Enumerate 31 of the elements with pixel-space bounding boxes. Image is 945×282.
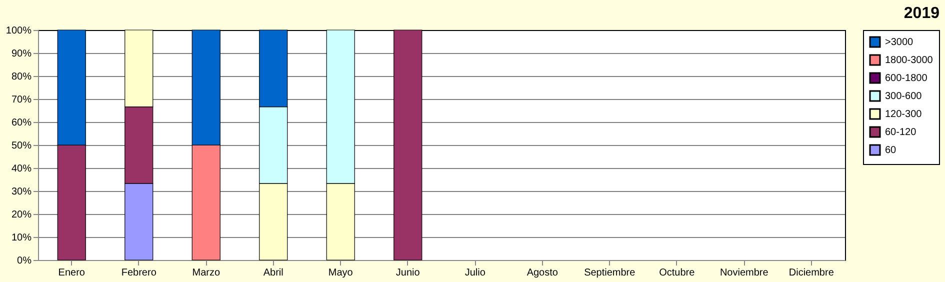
y-tick-label: 100%	[6, 26, 32, 36]
y-tick-label: 40%	[11, 164, 32, 174]
y-tick-label: 80%	[11, 72, 32, 82]
x-tick-label: Mayo	[328, 268, 354, 278]
legend-label: 120-300	[885, 109, 922, 120]
x-tick-label: Julio	[464, 268, 486, 278]
y-tick-label: 60%	[11, 118, 32, 128]
y-tick-label: 50%	[11, 140, 32, 152]
x-tick-label: Septiembre	[584, 268, 636, 278]
x-tick-label: Junio	[396, 268, 420, 278]
legend-label: 300-600	[885, 91, 922, 102]
legend-label: 60	[885, 145, 897, 156]
y-tick-label: 10%	[11, 232, 32, 244]
x-tick-label: Abril	[263, 268, 284, 278]
y-tick-label: 90%	[11, 48, 32, 60]
legend-label: 600-1800	[885, 73, 928, 84]
x-tick-label: Enero	[58, 268, 86, 278]
x-tick-label: Agosto	[526, 268, 558, 278]
legend-label: 60-120	[885, 127, 917, 138]
text: 2019	[904, 5, 940, 22]
x-tick-label: Marzo	[192, 268, 220, 278]
y-tick-label: 70%	[11, 94, 32, 106]
legend-label: 1800-3000	[885, 55, 934, 66]
x-tick-label: Octubre	[659, 268, 696, 278]
y-tick-label: 0%	[17, 256, 32, 266]
y-tick-label: 20%	[11, 210, 32, 220]
x-tick-label: Febrero	[121, 268, 157, 278]
y-tick-label: 30%	[11, 186, 32, 198]
x-tick-label: Diciembre	[788, 268, 834, 278]
legend-label: >3000	[885, 37, 914, 48]
x-tick-label: Noviembre	[720, 268, 769, 278]
